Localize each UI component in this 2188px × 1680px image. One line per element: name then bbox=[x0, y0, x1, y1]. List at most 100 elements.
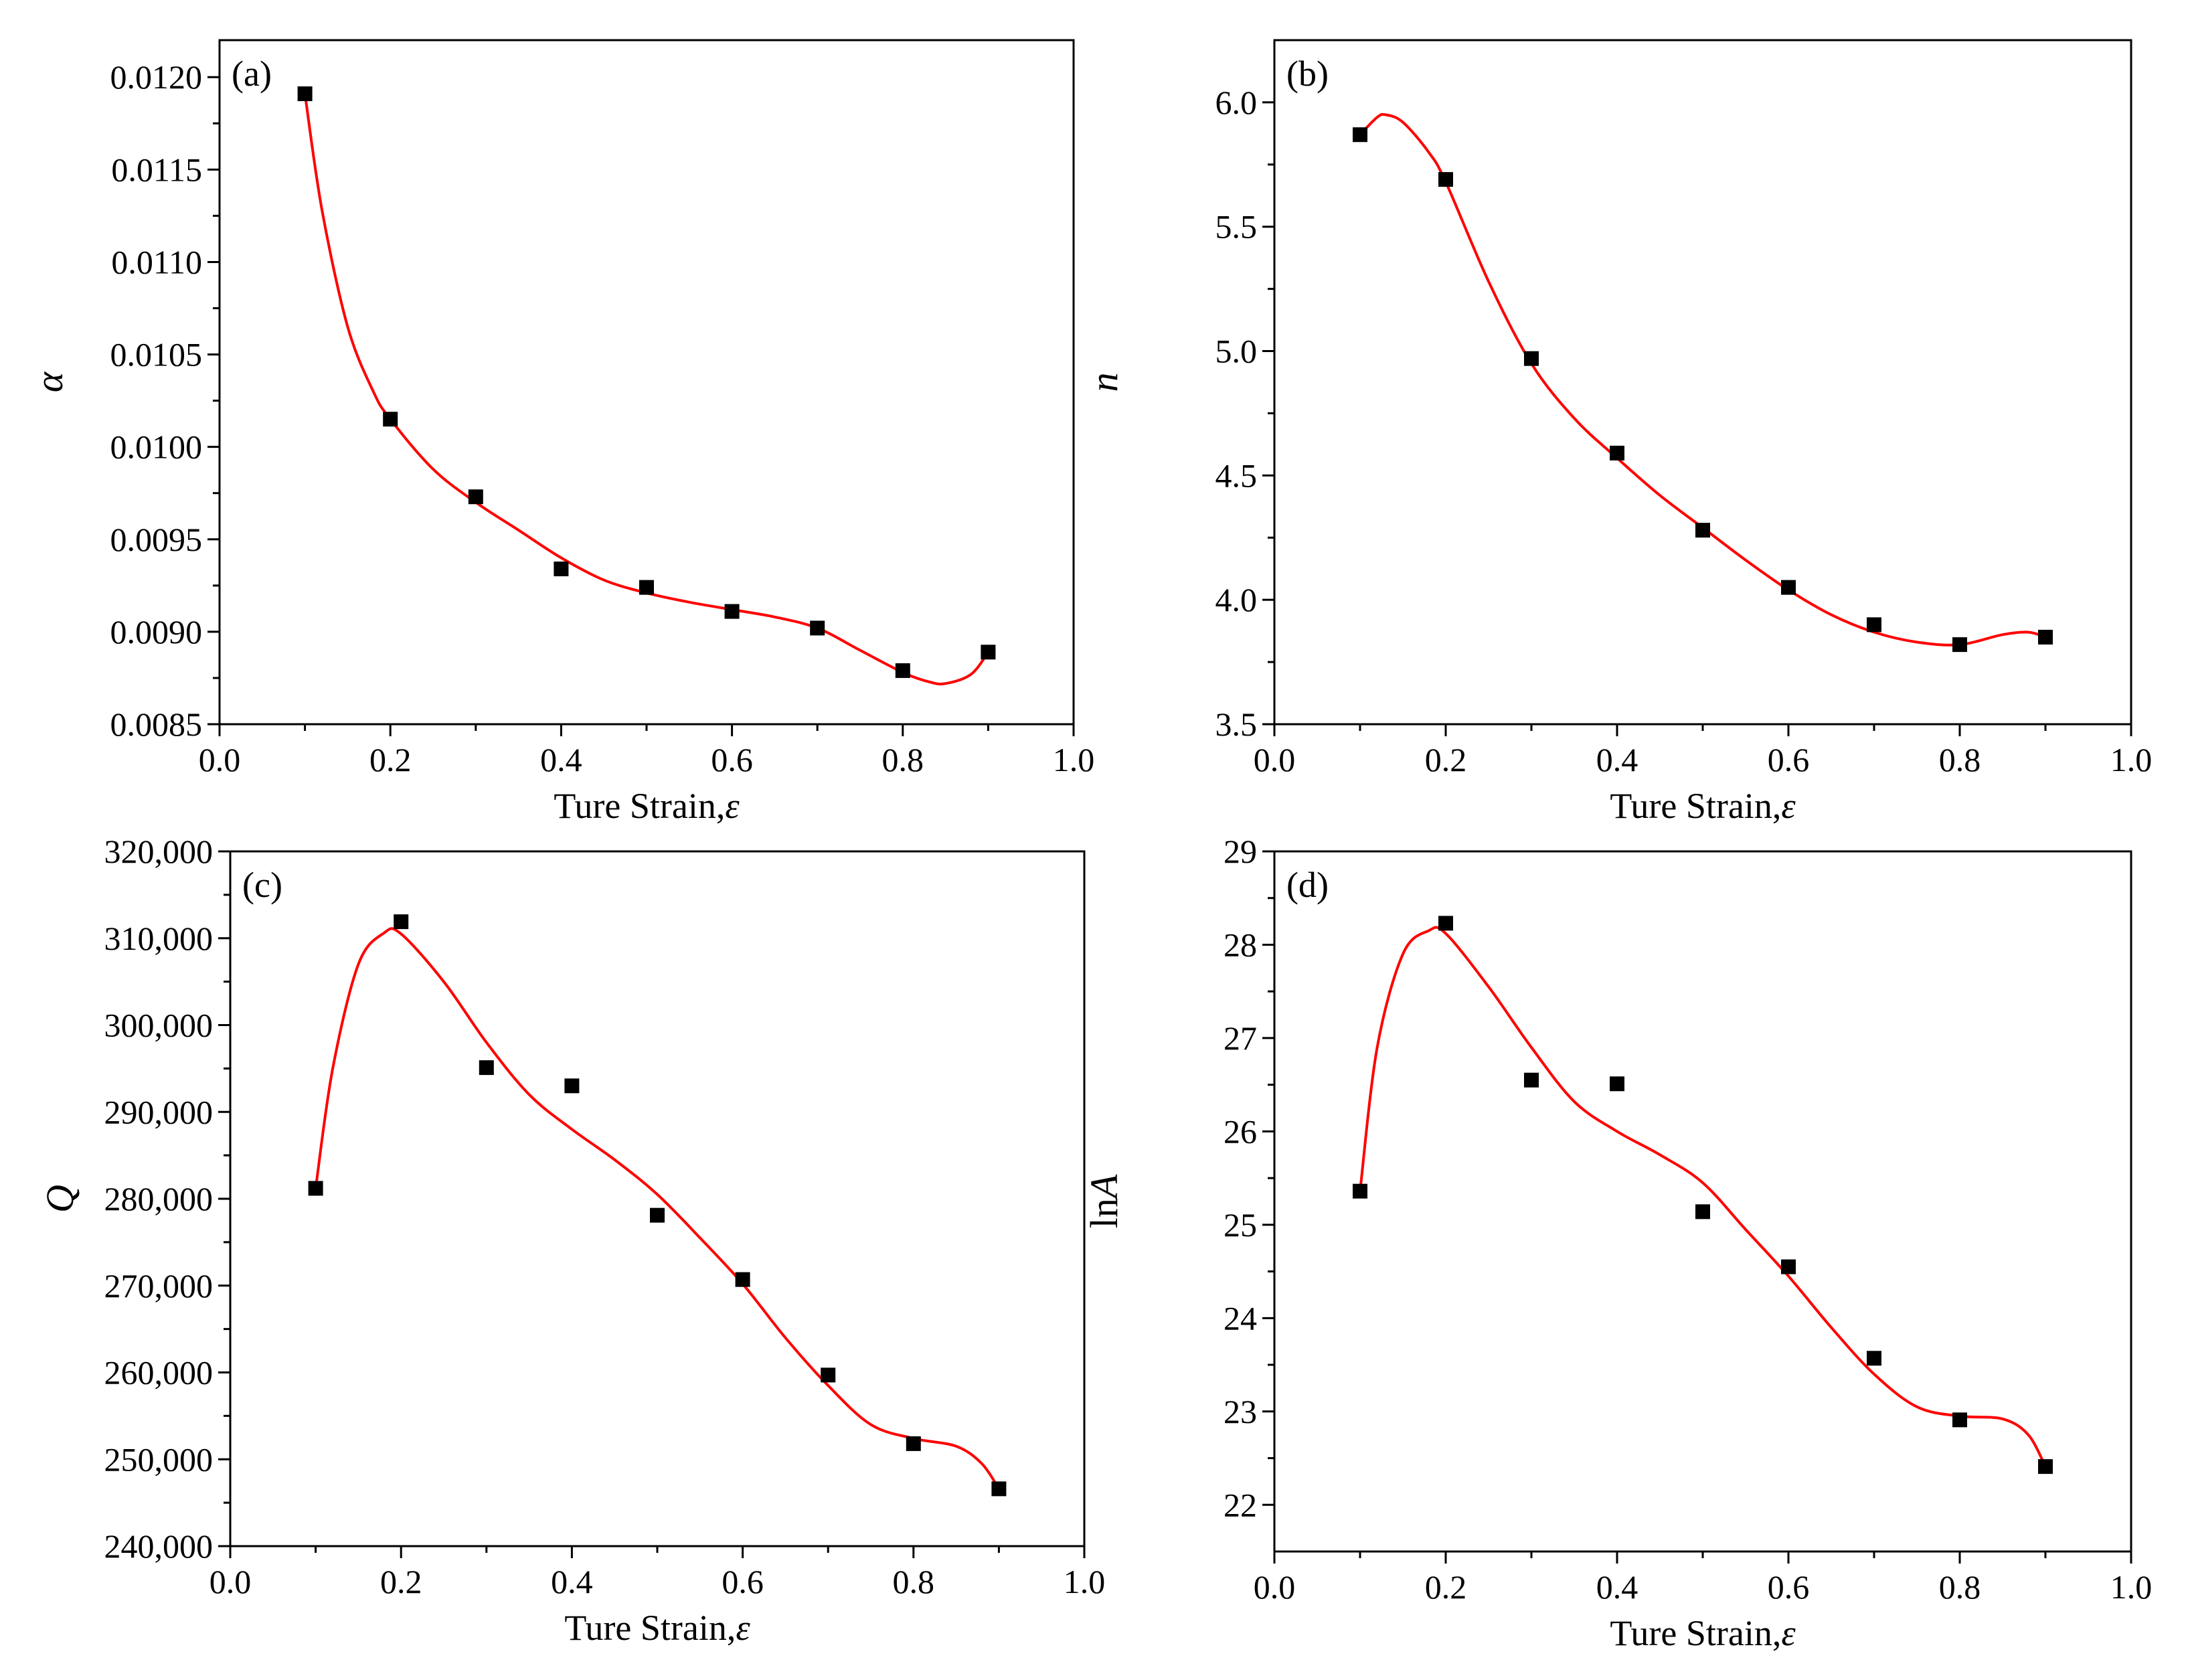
y-axis-label: lnA bbox=[1082, 1174, 1126, 1228]
y-tick-label: 0.0115 bbox=[111, 151, 202, 188]
y-tick-label: 5.5 bbox=[1215, 208, 1258, 246]
x-tick-label: 0.8 bbox=[1939, 1568, 1981, 1606]
y-tick-label: 280,000 bbox=[104, 1180, 214, 1217]
y-tick-label: 4.0 bbox=[1215, 581, 1258, 618]
panel-label: (a) bbox=[232, 54, 272, 94]
data-point bbox=[1438, 172, 1453, 187]
fit-curve bbox=[314, 927, 1001, 1490]
y-axis-label-text: ln bbox=[1082, 1198, 1126, 1228]
data-point bbox=[479, 1060, 494, 1076]
x-tick-label: 1.0 bbox=[1053, 741, 1095, 778]
data-point bbox=[564, 1078, 580, 1094]
panel-d: 0.0 0.2 0.4 0.6 0.8 1.0 22 23 24 25 26 27 28 29 (d) Tur… bbox=[1082, 833, 2152, 1653]
x-axis-label-symbol: ε bbox=[736, 1608, 750, 1648]
x-axis-label-text: Ture Strain, bbox=[554, 786, 725, 826]
x-tick-label: 0.6 bbox=[722, 1563, 764, 1600]
y-tick-label: 260,000 bbox=[104, 1354, 214, 1392]
data-point bbox=[895, 663, 910, 678]
x-tick-label: 0.2 bbox=[369, 741, 412, 778]
x-tick-label: 0.2 bbox=[1425, 741, 1467, 778]
y-tick-label: 310,000 bbox=[104, 920, 214, 957]
y-tick-label: 270,000 bbox=[104, 1267, 214, 1305]
data-point bbox=[1695, 523, 1710, 538]
data-point bbox=[1695, 1204, 1710, 1220]
data-point bbox=[1610, 1076, 1624, 1092]
y-tick-label: 250,000 bbox=[104, 1440, 214, 1478]
y-tick-label: 0.0095 bbox=[110, 521, 203, 558]
y-axis-label-symbol: A bbox=[1082, 1174, 1126, 1201]
x-tick-label: 1.0 bbox=[2110, 741, 2153, 778]
data-point bbox=[1952, 637, 1967, 653]
fit-curve bbox=[303, 93, 990, 685]
x-tick-label: 0.8 bbox=[1939, 741, 1981, 778]
panel-label: (b) bbox=[1286, 54, 1329, 94]
y-tick-label: 0.0120 bbox=[110, 58, 203, 96]
y-tick-label: 320,000 bbox=[104, 833, 214, 870]
y-tick-label: 22 bbox=[1224, 1486, 1257, 1523]
data-point bbox=[2038, 629, 2053, 645]
x-axis-label-symbol: ε bbox=[725, 786, 740, 826]
x-tick-label: 0.4 bbox=[540, 741, 582, 778]
data-point bbox=[639, 580, 654, 595]
x-axis-label: Ture Strain,ε bbox=[554, 786, 740, 826]
x-axis-label: Ture Strain,ε bbox=[1610, 1613, 1796, 1653]
y-tick-label: 27 bbox=[1224, 1019, 1257, 1057]
data-point bbox=[468, 489, 483, 505]
panel-label: (c) bbox=[242, 865, 282, 905]
x-tick-label: 0.4 bbox=[551, 1563, 593, 1600]
x-tick-label: 0.2 bbox=[1425, 1568, 1467, 1606]
data-point bbox=[2038, 1459, 2053, 1475]
data-point bbox=[810, 620, 825, 636]
y-tick-label: 28 bbox=[1224, 926, 1257, 963]
x-tick-label: 0.8 bbox=[893, 1563, 935, 1600]
data-point bbox=[1867, 1351, 1881, 1366]
y-tick-label: 6.0 bbox=[1215, 84, 1258, 121]
x-tick-label: 1.0 bbox=[2110, 1568, 2153, 1606]
y-tick-label: 0.0100 bbox=[110, 428, 203, 466]
data-point bbox=[821, 1367, 836, 1383]
x-tick-label: 1.0 bbox=[1064, 1563, 1106, 1600]
x-axis-label-symbol: ε bbox=[1781, 1613, 1796, 1653]
data-point bbox=[1781, 1259, 1796, 1274]
data-point bbox=[394, 914, 409, 930]
panel-b: 0.0 0.2 0.4 0.6 0.8 1.0 3.5 4.0 4.5 5.0 5.5 6.0 (b) T… bbox=[1082, 39, 2153, 826]
fit-curve bbox=[1359, 926, 2047, 1468]
y-tick-label: 24 bbox=[1224, 1299, 1257, 1337]
fit-curve bbox=[1359, 112, 2046, 647]
x-axis-label-text: Ture Strain, bbox=[1610, 786, 1781, 826]
data-point bbox=[906, 1436, 921, 1451]
x-tick-label: 0.0 bbox=[1254, 1568, 1296, 1606]
data-point bbox=[1952, 1412, 1967, 1428]
data-point bbox=[1781, 580, 1796, 595]
y-tick-label: 3.5 bbox=[1215, 705, 1258, 743]
plot-frame bbox=[218, 39, 1075, 726]
y-tick-label: 5.0 bbox=[1215, 333, 1258, 370]
y-axis-label: α bbox=[27, 371, 71, 392]
data-point bbox=[1438, 916, 1453, 931]
y-tick-label: 0.0110 bbox=[111, 243, 202, 280]
x-axis-label-text: Ture Strain, bbox=[1610, 1613, 1781, 1653]
panel-a: 0.0 0.2 0.4 0.6 0.8 1.0 0.0085 0.0090 0.0095 0.01… bbox=[27, 39, 1095, 826]
plot-frame bbox=[229, 850, 1086, 1547]
x-tick-label: 0.4 bbox=[1596, 1568, 1638, 1606]
data-point bbox=[1524, 1072, 1539, 1088]
x-tick-label: 0.0 bbox=[209, 1563, 252, 1600]
x-tick-label: 0.6 bbox=[1768, 741, 1810, 778]
data-point bbox=[724, 604, 740, 619]
data-point bbox=[554, 561, 569, 576]
x-axis-label-text: Ture Strain, bbox=[564, 1608, 736, 1648]
x-tick-label: 0.2 bbox=[380, 1563, 422, 1600]
x-axis-label: Ture Strain,ε bbox=[1610, 786, 1796, 826]
y-tick-label: 0.0090 bbox=[110, 613, 203, 651]
data-point bbox=[1867, 617, 1881, 633]
data-point bbox=[735, 1272, 750, 1287]
x-axis-label-symbol: ε bbox=[1781, 786, 1796, 826]
data-point bbox=[1610, 445, 1624, 460]
y-tick-label: 240,000 bbox=[104, 1527, 214, 1565]
x-tick-label: 0.8 bbox=[882, 741, 924, 778]
y-axis-label: Q bbox=[38, 1185, 82, 1213]
x-tick-label: 0.4 bbox=[1596, 741, 1638, 778]
data-point bbox=[1353, 127, 1367, 143]
y-tick-label: 26 bbox=[1224, 1112, 1257, 1150]
